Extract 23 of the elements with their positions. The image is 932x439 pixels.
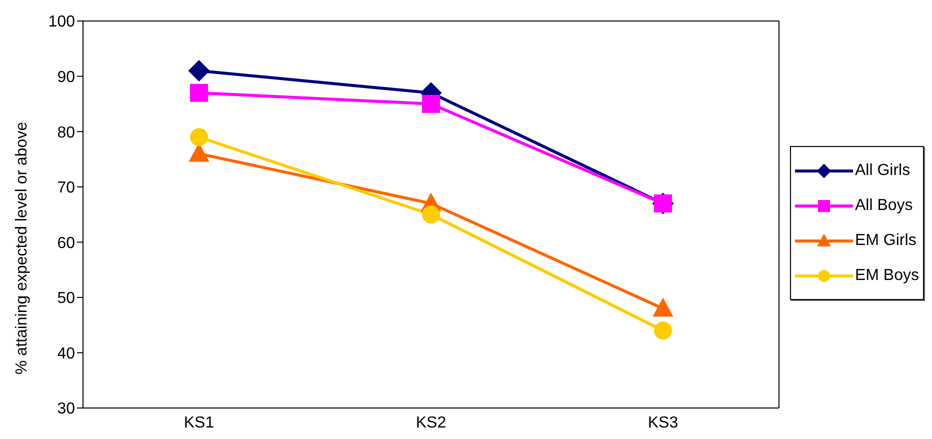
point — [188, 60, 210, 82]
point — [422, 206, 440, 224]
point — [190, 128, 208, 146]
point — [190, 84, 208, 102]
y-tick-label: 80 — [57, 124, 76, 142]
x-tick-label: KS2 — [416, 414, 446, 432]
x-tick-label: KS3 — [648, 414, 678, 432]
y-tick-label: 50 — [57, 290, 76, 308]
point — [654, 322, 672, 340]
y-axis-title: % attaining expected level or above — [14, 122, 31, 374]
x-tick-label: KS1 — [184, 414, 214, 432]
y-tick-label: 90 — [57, 68, 76, 86]
y-tick-label: 30 — [57, 400, 76, 418]
y-tick-label: 100 — [48, 14, 76, 31]
legend-label: EM Girls — [854, 232, 916, 250]
y-tick-label: 70 — [57, 180, 76, 197]
point — [652, 298, 674, 317]
legend-label: All Boys — [854, 196, 913, 214]
legend-label: EM Boys — [854, 266, 919, 284]
y-tick-label: 60 — [57, 234, 76, 252]
point — [422, 94, 440, 113]
legend-label: All Girls — [854, 162, 910, 180]
y-tick-label: 40 — [57, 345, 76, 362]
